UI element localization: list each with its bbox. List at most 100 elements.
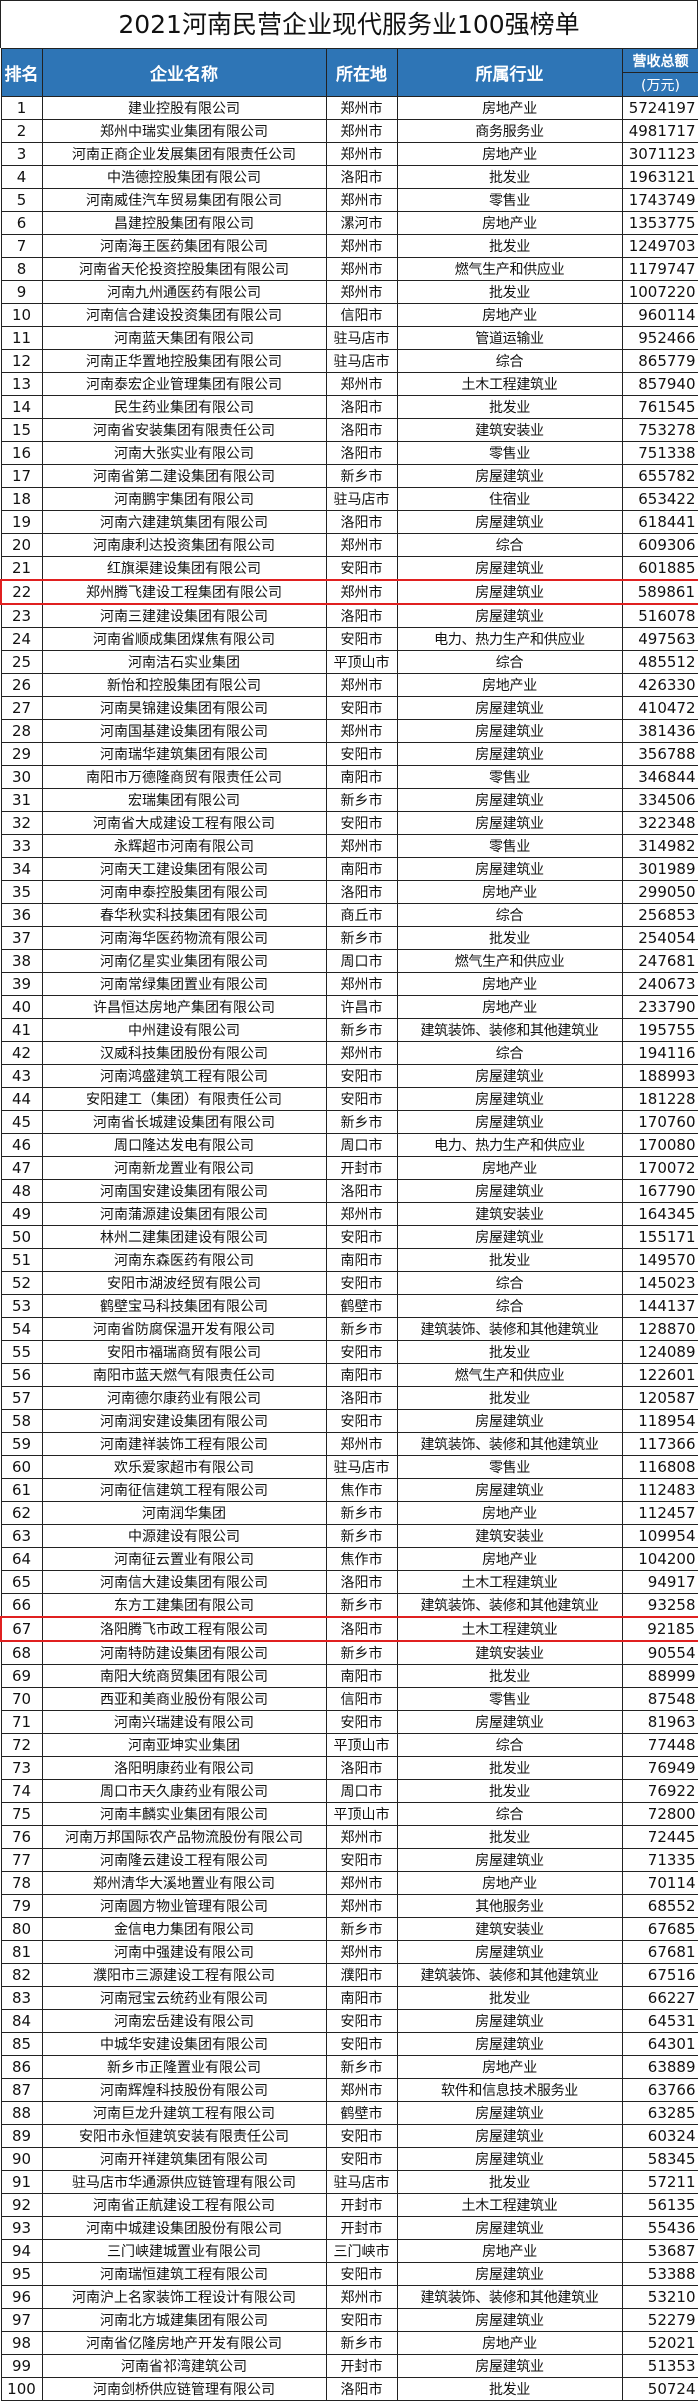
revenue-cell: 254054 xyxy=(621,926,698,950)
table-row: 37 河南海华医药物流有限公司 新乡市 批发业 254054 xyxy=(0,926,698,950)
city-cell: 安阳市 xyxy=(325,627,398,651)
table-row: 33 永辉超市河南有限公司 郑州市 零售业 314982 xyxy=(0,834,698,858)
header-name: 企业名称 xyxy=(41,48,327,97)
revenue-cell: 56135 xyxy=(621,2193,698,2217)
city-cell: 郑州市 xyxy=(325,1202,398,1226)
rank-cell: 56 xyxy=(0,1363,43,1387)
table-row: 10 河南信合建设投资集团有限公司 信阳市 房地产业 960114 xyxy=(0,303,698,327)
header-revenue: 营收总额 xyxy=(621,48,698,73)
table-row: 35 河南申泰控股集团有限公司 洛阳市 房地产业 299050 xyxy=(0,880,698,904)
revenue-cell: 164345 xyxy=(621,1202,698,1226)
rank-cell: 78 xyxy=(0,1871,43,1895)
city-cell: 焦作市 xyxy=(325,1478,398,1502)
city-cell: 平顶山市 xyxy=(325,1733,398,1757)
industry-cell: 建筑装饰、装修和其他建筑业 xyxy=(396,1593,623,1618)
rank-cell: 37 xyxy=(0,926,43,950)
revenue-cell: 67685 xyxy=(621,1917,698,1941)
city-cell: 安阳市 xyxy=(325,696,398,720)
company-name-cell: 郑州中瑞实业集团有限公司 xyxy=(41,119,327,143)
industry-cell: 房地产业 xyxy=(396,2239,623,2263)
revenue-cell: 117366 xyxy=(621,1432,698,1456)
company-name-cell: 驻马店市华通源供应链管理有限公司 xyxy=(41,2170,327,2194)
company-name-cell: 三门峡建城置业有限公司 xyxy=(41,2239,327,2263)
table-row: 52 安阳市湖波经贸有限公司 安阳市 综合 145023 xyxy=(0,1271,698,1295)
company-name-cell: 南阳市万德隆商贸有限责任公司 xyxy=(41,765,327,789)
company-name-cell: 中州建设有限公司 xyxy=(41,1018,327,1042)
revenue-cell: 66227 xyxy=(621,1986,698,2010)
company-name-cell: 永辉超市河南有限公司 xyxy=(41,834,327,858)
industry-cell: 土木工程建筑业 xyxy=(396,2193,623,2217)
company-name-cell: 中浩德控股集团有限公司 xyxy=(41,165,327,189)
table-row: 3 河南正商企业发展集团有限责任公司 郑州市 房地产业 3071123 xyxy=(0,142,698,166)
industry-cell: 房地产业 xyxy=(396,2055,623,2079)
industry-cell: 建筑安装业 xyxy=(396,1640,623,1665)
company-name-cell: 新怡和控股集团有限公司 xyxy=(41,673,327,697)
city-cell: 信阳市 xyxy=(325,303,398,327)
city-cell: 郑州市 xyxy=(325,2078,398,2102)
company-name-cell: 河南鹏宇集团有限公司 xyxy=(41,487,327,511)
company-name-cell: 安阳市永恒建筑安装有限责任公司 xyxy=(41,2124,327,2148)
industry-cell: 商务服务业 xyxy=(396,119,623,143)
revenue-cell: 194116 xyxy=(621,1041,698,1065)
rank-cell: 89 xyxy=(0,2124,43,2148)
company-name-cell: 河南中城建设集团股份有限公司 xyxy=(41,2216,327,2240)
city-cell: 郑州市 xyxy=(325,280,398,304)
revenue-cell: 67681 xyxy=(621,1940,698,1964)
industry-cell: 建筑装饰、装修和其他建筑业 xyxy=(396,1432,623,1456)
industry-cell: 房地产业 xyxy=(396,211,623,235)
table-row: 26 新怡和控股集团有限公司 郑州市 房地产业 426330 xyxy=(0,673,698,697)
table-row: 36 春华秋实科技集团有限公司 商丘市 综合 256853 xyxy=(0,903,698,927)
rank-cell: 18 xyxy=(0,487,43,511)
industry-cell: 房屋建筑业 xyxy=(396,1179,623,1203)
rank-cell: 67 xyxy=(0,1616,43,1642)
rank-cell: 87 xyxy=(0,2078,43,2102)
table-row: 62 河南润华集团 新乡市 房地产业 112457 xyxy=(0,1501,698,1525)
revenue-cell: 1249703 xyxy=(621,234,698,258)
city-cell: 平顶山市 xyxy=(325,650,398,674)
city-cell: 驻马店市 xyxy=(325,326,398,350)
company-name-cell: 河南省长城建设集团有限公司 xyxy=(41,1110,327,1134)
revenue-cell: 485512 xyxy=(621,650,698,674)
table-row: 49 河南蒲源建设集团有限公司 郑州市 建筑安装业 164345 xyxy=(0,1202,698,1226)
industry-cell: 批发业 xyxy=(396,1248,623,1272)
rank-cell: 44 xyxy=(0,1087,43,1111)
company-name-cell: 河南省大成建设工程有限公司 xyxy=(41,811,327,835)
table-row: 34 河南天工建设集团有限公司 南阳市 房屋建筑业 301989 xyxy=(0,857,698,881)
table-row-highlighted: 67 洛阳腾飞市政工程有限公司 洛阳市 土木工程建筑业 92185 xyxy=(0,1616,698,1642)
rank-cell: 5 xyxy=(0,188,43,212)
table-row: 11 河南蓝天集团有限公司 驻马店市 管道运输业 952466 xyxy=(0,326,698,350)
city-cell: 新乡市 xyxy=(325,1018,398,1042)
revenue-cell: 144137 xyxy=(621,1294,698,1318)
revenue-cell: 170760 xyxy=(621,1110,698,1134)
company-name-cell: 新乡市正隆置业有限公司 xyxy=(41,2055,327,2079)
revenue-cell: 753278 xyxy=(621,418,698,442)
city-cell: 安阳市 xyxy=(325,2308,398,2332)
revenue-cell: 70114 xyxy=(621,1871,698,1895)
revenue-cell: 618441 xyxy=(621,510,698,534)
rank-cell: 54 xyxy=(0,1317,43,1341)
company-name-cell: 河南瑞华建筑集团有限公司 xyxy=(41,742,327,766)
revenue-cell: 53210 xyxy=(621,2285,698,2309)
industry-cell: 综合 xyxy=(396,903,623,927)
table-row: 70 西亚和美商业股份有限公司 信阳市 零售业 87548 xyxy=(0,1687,698,1711)
table-row: 24 河南省顺成集团煤焦有限公司 安阳市 电力、热力生产和供应业 497563 xyxy=(0,627,698,651)
table-row-highlighted: 22 郑州腾飞建设工程集团有限公司 郑州市 房屋建筑业 589861 xyxy=(0,579,698,605)
rank-cell: 51 xyxy=(0,1248,43,1272)
rank-cell: 20 xyxy=(0,533,43,557)
industry-cell: 批发业 xyxy=(396,1664,623,1688)
header-industry: 所属行业 xyxy=(396,48,623,97)
table-row: 1 建业控股有限公司 郑州市 房地产业 5724197 xyxy=(0,96,698,120)
city-cell: 驻马店市 xyxy=(325,1455,398,1479)
company-name-cell: 安阳建工（集团）有限责任公司 xyxy=(41,1087,327,1111)
rank-cell: 95 xyxy=(0,2262,43,2286)
company-name-cell: 河南国基建设集团有限公司 xyxy=(41,719,327,743)
industry-cell: 批发业 xyxy=(396,2377,623,2401)
revenue-cell: 63285 xyxy=(621,2101,698,2125)
company-name-cell: 河南洁石实业集团 xyxy=(41,650,327,674)
city-cell: 郑州市 xyxy=(325,1432,398,1456)
city-cell: 周口市 xyxy=(325,1133,398,1157)
city-cell: 郑州市 xyxy=(325,1894,398,1918)
company-name-cell: 河南巨龙升建筑工程有限公司 xyxy=(41,2101,327,2125)
industry-cell: 批发业 xyxy=(396,1779,623,1803)
industry-cell: 房屋建筑业 xyxy=(396,719,623,743)
